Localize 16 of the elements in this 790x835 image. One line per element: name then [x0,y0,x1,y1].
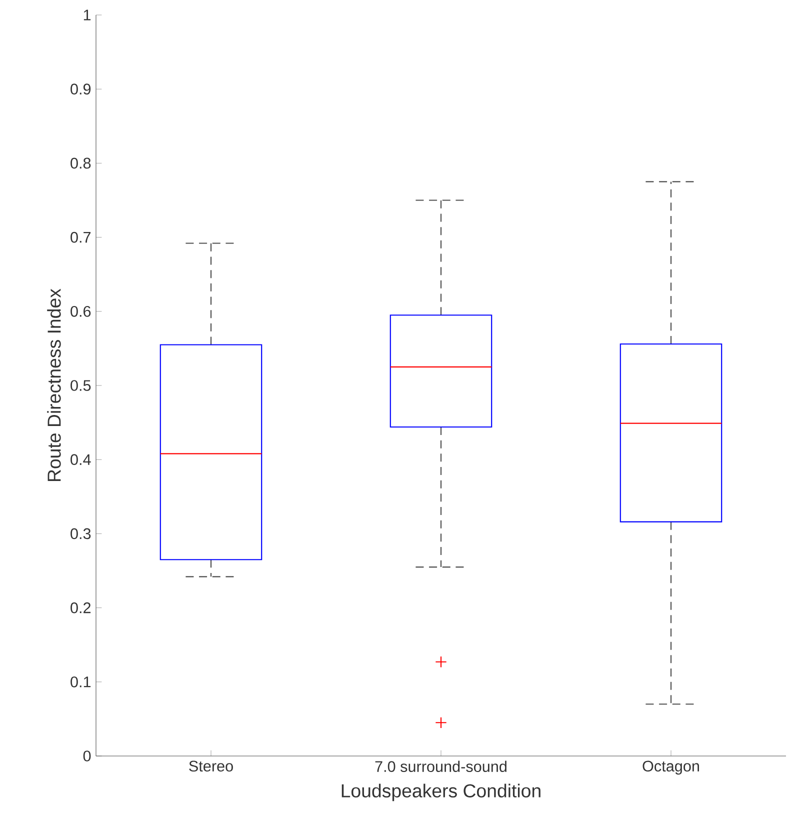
y-tick-label: 0.6 [70,306,91,317]
y-tick-label: 0.1 [70,676,91,688]
y-tick-label: 0.8 [70,158,91,169]
y-tick-label: 0 [83,750,91,762]
y-tick-label: 0.2 [70,602,91,614]
x-axis-title: Loudspeakers Condition [342,784,540,802]
y-tick-label: 0.3 [70,528,91,540]
y-tick-label: 0.9 [70,84,91,95]
y-tick-label: 1 [84,10,91,20]
y-axis-title: Route Directness Index [47,288,61,481]
x-tick-label: 7.0 surround-sound [375,760,506,772]
y-tick-label: 0.7 [70,232,91,243]
x-tick-label: Stereo [189,760,233,772]
y-tick-label: 0.5 [70,380,91,391]
x-tick-label: Octagon [642,760,699,775]
y-tick-label: 0.4 [70,454,91,466]
